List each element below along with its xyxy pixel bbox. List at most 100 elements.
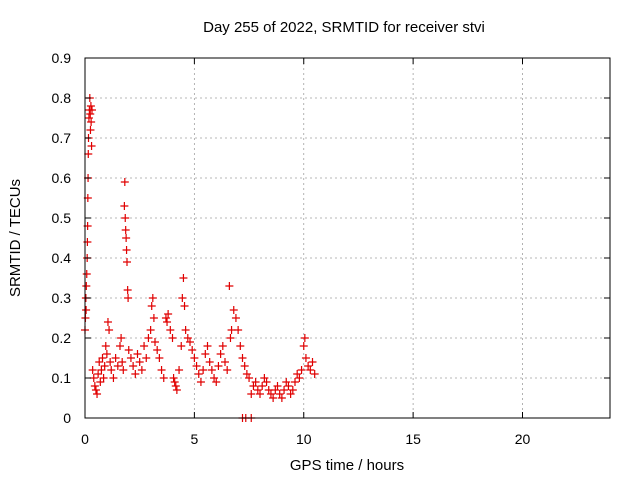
data-point bbox=[113, 362, 122, 370]
data-points bbox=[81, 94, 319, 422]
data-point bbox=[82, 306, 91, 314]
grid-layer bbox=[85, 58, 610, 418]
data-point bbox=[164, 310, 173, 318]
data-point bbox=[245, 374, 254, 382]
y-tick-label: 0.9 bbox=[52, 50, 72, 66]
data-point bbox=[216, 350, 225, 358]
y-tick-label: 0.4 bbox=[52, 250, 72, 266]
data-point bbox=[170, 378, 179, 386]
data-point bbox=[86, 126, 95, 134]
data-point bbox=[116, 342, 124, 350]
data-point bbox=[102, 350, 111, 358]
data-point bbox=[89, 374, 98, 382]
y-tick-label: 0.5 bbox=[52, 210, 72, 226]
data-point bbox=[277, 394, 286, 402]
data-point bbox=[161, 314, 170, 322]
data-point bbox=[118, 358, 127, 366]
data-point bbox=[288, 386, 297, 394]
data-point bbox=[137, 366, 146, 374]
data-point bbox=[124, 346, 133, 354]
data-point bbox=[93, 390, 102, 398]
x-tick-label: 10 bbox=[296, 431, 312, 447]
data-point bbox=[181, 326, 190, 334]
data-point bbox=[249, 382, 258, 390]
data-point bbox=[100, 362, 109, 370]
data-point bbox=[144, 334, 153, 342]
data-point bbox=[133, 350, 142, 358]
data-point bbox=[157, 366, 166, 374]
data-point bbox=[238, 354, 247, 362]
data-point bbox=[166, 326, 175, 334]
data-point bbox=[163, 318, 172, 326]
data-point bbox=[207, 366, 216, 374]
data-point bbox=[306, 366, 315, 374]
data-point bbox=[94, 370, 103, 378]
data-point bbox=[266, 390, 275, 398]
data-point bbox=[291, 378, 299, 386]
data-point bbox=[123, 258, 131, 266]
data-point bbox=[234, 326, 243, 334]
data-point bbox=[221, 358, 229, 366]
data-point bbox=[183, 334, 192, 342]
data-point bbox=[188, 346, 197, 354]
data-point bbox=[98, 354, 107, 362]
data-point bbox=[242, 370, 251, 378]
data-point bbox=[240, 362, 249, 370]
data-point bbox=[286, 390, 295, 398]
data-point bbox=[300, 334, 309, 342]
data-point bbox=[299, 342, 308, 350]
data-point bbox=[155, 354, 164, 362]
data-point bbox=[194, 370, 203, 378]
data-point bbox=[258, 382, 267, 390]
data-point bbox=[293, 370, 302, 378]
data-point bbox=[236, 342, 245, 350]
data-point bbox=[88, 366, 97, 374]
data-point bbox=[149, 314, 158, 322]
data-point bbox=[153, 346, 162, 354]
data-point bbox=[196, 378, 205, 386]
data-point bbox=[271, 386, 280, 394]
data-point bbox=[82, 282, 91, 290]
data-point bbox=[179, 274, 188, 282]
data-point bbox=[121, 214, 130, 222]
data-point bbox=[105, 326, 114, 334]
data-point bbox=[131, 370, 140, 378]
data-point bbox=[101, 342, 110, 350]
data-point bbox=[123, 286, 132, 294]
data-point bbox=[199, 366, 208, 374]
data-point bbox=[103, 318, 112, 326]
y-tick-label: 0.2 bbox=[52, 330, 72, 346]
y-tick-label: 0.1 bbox=[52, 370, 72, 386]
data-point bbox=[90, 382, 99, 390]
data-point bbox=[251, 378, 260, 386]
data-point bbox=[201, 350, 210, 358]
data-point bbox=[88, 106, 96, 114]
y-tick-label: 0.8 bbox=[52, 90, 72, 106]
data-point bbox=[262, 378, 271, 386]
data-point bbox=[147, 302, 156, 310]
data-point bbox=[168, 334, 177, 342]
x-tick-label: 20 bbox=[515, 431, 531, 447]
data-point bbox=[205, 358, 214, 366]
data-point bbox=[295, 374, 304, 382]
data-point bbox=[190, 354, 199, 362]
data-point bbox=[226, 334, 235, 342]
data-point bbox=[84, 114, 93, 122]
data-point bbox=[231, 314, 240, 322]
data-point bbox=[91, 386, 100, 394]
data-point bbox=[310, 370, 319, 378]
data-point bbox=[159, 374, 168, 382]
data-point bbox=[120, 202, 129, 210]
data-point bbox=[301, 354, 310, 362]
data-point bbox=[280, 386, 289, 394]
data-point bbox=[282, 378, 291, 386]
data-point bbox=[203, 342, 212, 350]
data-point bbox=[120, 178, 129, 186]
data-point bbox=[284, 382, 293, 390]
data-point bbox=[140, 342, 149, 350]
data-point bbox=[119, 366, 128, 374]
data-point bbox=[97, 366, 106, 374]
data-point bbox=[96, 378, 105, 386]
data-point bbox=[111, 354, 120, 362]
